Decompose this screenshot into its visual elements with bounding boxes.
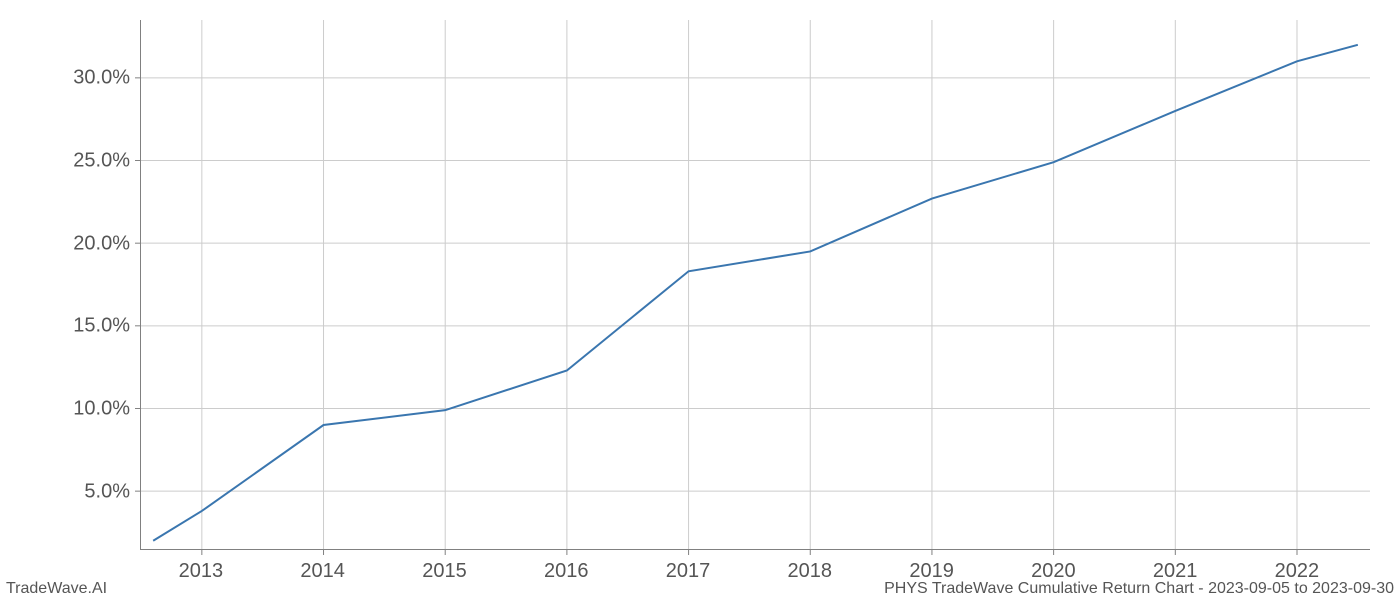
x-axis-label: 2018: [788, 560, 833, 583]
footer-left-text: TradeWave.AI: [6, 580, 107, 598]
x-axis-label: 2015: [422, 560, 467, 583]
y-axis-label: 10.0%: [10, 398, 130, 421]
line-chart-svg: [141, 20, 1370, 549]
y-axis-label: 30.0%: [10, 66, 130, 89]
footer-right-text: PHYS TradeWave Cumulative Return Chart -…: [884, 580, 1394, 598]
chart-container: [140, 20, 1370, 550]
y-axis-label: 25.0%: [10, 149, 130, 172]
y-axis-label: 15.0%: [10, 315, 130, 338]
y-axis-label: 5.0%: [10, 481, 130, 504]
x-axis-label: 2016: [544, 560, 589, 583]
y-axis-label: 20.0%: [10, 232, 130, 255]
x-axis-label: 2017: [666, 560, 711, 583]
x-axis-label: 2013: [179, 560, 224, 583]
x-axis-label: 2014: [300, 560, 345, 583]
plot-area: [140, 20, 1370, 550]
